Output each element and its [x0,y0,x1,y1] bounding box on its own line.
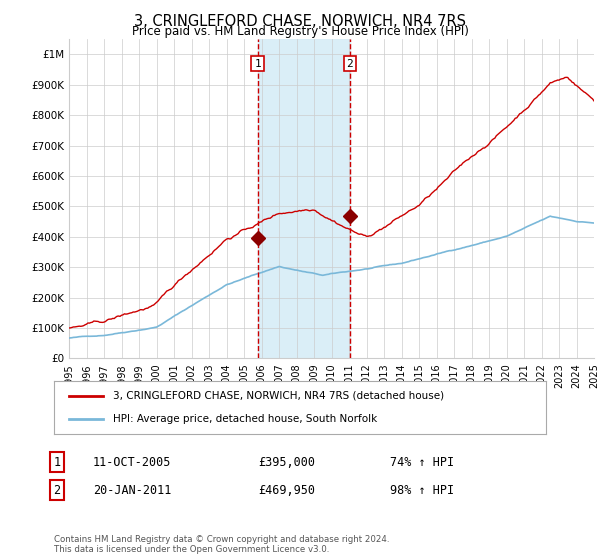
Text: £469,950: £469,950 [258,483,315,497]
Text: 2: 2 [53,483,61,497]
Text: 11-OCT-2005: 11-OCT-2005 [93,455,172,469]
Text: 3, CRINGLEFORD CHASE, NORWICH, NR4 7RS (detached house): 3, CRINGLEFORD CHASE, NORWICH, NR4 7RS (… [113,391,444,401]
Text: Price paid vs. HM Land Registry's House Price Index (HPI): Price paid vs. HM Land Registry's House … [131,25,469,38]
Text: 1: 1 [254,59,261,68]
Text: 1: 1 [53,455,61,469]
Text: HPI: Average price, detached house, South Norfolk: HPI: Average price, detached house, Sout… [113,414,377,424]
Text: 98% ↑ HPI: 98% ↑ HPI [390,483,454,497]
Text: 2: 2 [347,59,353,68]
Text: 20-JAN-2011: 20-JAN-2011 [93,483,172,497]
Text: 3, CRINGLEFORD CHASE, NORWICH, NR4 7RS: 3, CRINGLEFORD CHASE, NORWICH, NR4 7RS [134,14,466,29]
Bar [257,39,350,358]
Text: Contains HM Land Registry data © Crown copyright and database right 2024.
This d: Contains HM Land Registry data © Crown c… [54,535,389,554]
Text: 74% ↑ HPI: 74% ↑ HPI [390,455,454,469]
Text: £395,000: £395,000 [258,455,315,469]
